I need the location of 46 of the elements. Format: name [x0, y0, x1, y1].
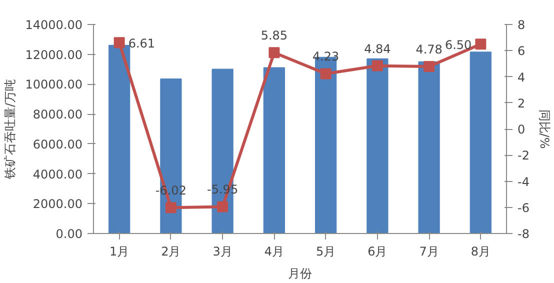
y-tick-label: 2000.00 [32, 197, 82, 212]
y-tick-label: 14000.00 [25, 18, 83, 32]
y-tick-label: 0.00 [56, 227, 82, 241]
data-label: 6.61 [128, 36, 156, 51]
y2-axis-title: 同比/% [537, 109, 552, 149]
x-tick-label: 8月 [470, 244, 491, 258]
x-tick-label: 5月 [316, 244, 336, 258]
y2-tick-label: 6 [518, 44, 526, 58]
x-tick-label: 2月 [161, 244, 181, 258]
bar [263, 67, 286, 234]
y2-tick-label: 2 [518, 96, 526, 110]
y2-tick-label: -6 [518, 200, 530, 215]
y2-tick-label: 4 [518, 70, 526, 84]
y-tick-label: 8000.00 [32, 108, 82, 122]
bar [418, 61, 440, 234]
y-axis-title: 铁矿石吞吐量/万吨 [3, 78, 18, 180]
data-label: 6.50 [444, 38, 472, 52]
y2-tick-label: 8 [518, 18, 526, 32]
y2-tick-label: -2 [518, 148, 530, 163]
y2-tick-label: -4 [518, 174, 530, 189]
data-label: 4.84 [364, 42, 391, 56]
y2-tick-label: 0 [518, 122, 526, 136]
data-label: 4.78 [416, 42, 442, 57]
x-axis-title: 月份 [288, 266, 312, 280]
point [217, 201, 228, 212]
x-tick-label: 6月 [368, 244, 388, 258]
point [114, 37, 125, 48]
bar [470, 52, 492, 234]
y-tick-label: 12000.00 [25, 48, 83, 62]
x-tick-label: 4月 [264, 244, 284, 258]
point [372, 60, 383, 72]
point [268, 47, 280, 58]
y-tick-label: 6000.00 [32, 137, 82, 152]
point [424, 61, 435, 72]
x-tick-label: 1月 [109, 244, 130, 258]
y-tick-label: 4000.00 [32, 167, 82, 182]
x-tick-label: 7月 [419, 244, 439, 258]
bar [108, 44, 130, 234]
x-tick-label: 3月 [212, 244, 232, 258]
point [475, 38, 486, 50]
bar [366, 58, 388, 234]
point [320, 68, 332, 80]
point [165, 202, 176, 214]
y-tick-label: 10000.00 [25, 78, 83, 92]
data-label: 5.85 [260, 28, 288, 43]
y2-tick-label: -8 [518, 227, 530, 241]
